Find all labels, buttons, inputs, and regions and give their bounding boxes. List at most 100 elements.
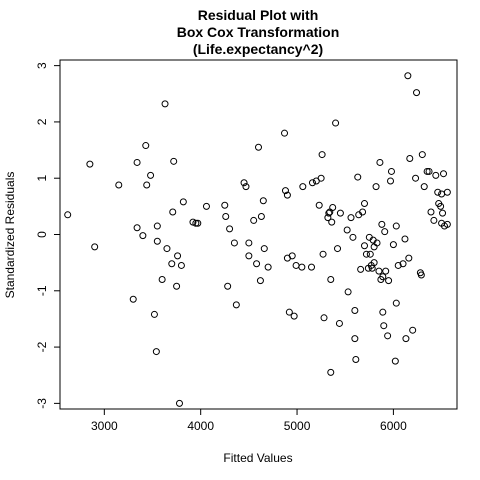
data-point [242, 183, 250, 191]
y-tick-label: -3 [35, 398, 49, 409]
data-point [250, 216, 258, 224]
data-point [343, 226, 351, 234]
data-point [382, 267, 390, 275]
data-point [332, 119, 340, 127]
data-point [409, 326, 417, 334]
data-point [308, 179, 316, 187]
data-point [143, 181, 151, 189]
data-point [384, 332, 392, 340]
data-point [391, 357, 399, 365]
data-point [434, 188, 442, 196]
data-point [240, 179, 248, 187]
x-tick-label: 4000 [187, 419, 214, 433]
data-point [430, 216, 438, 224]
data-point [351, 335, 359, 343]
data-point [281, 129, 289, 137]
data-point [327, 276, 335, 284]
data-point [169, 208, 177, 216]
data-point [362, 250, 370, 258]
data-point [288, 252, 296, 260]
data-point [115, 181, 123, 189]
data-point [328, 218, 336, 226]
data-point [194, 219, 202, 227]
data-point [317, 174, 325, 182]
data-point [245, 252, 253, 260]
data-point [405, 254, 413, 262]
data-point [378, 220, 386, 228]
data-point [147, 171, 155, 179]
data-point [315, 201, 323, 209]
data-point [173, 282, 181, 290]
data-point [420, 183, 428, 191]
data-point [256, 277, 264, 285]
data-point [319, 250, 327, 258]
data-point [360, 200, 368, 208]
data-point [264, 263, 272, 271]
data-point [359, 208, 367, 216]
data-point [380, 322, 388, 330]
data-point [307, 263, 315, 271]
data-point [334, 245, 342, 253]
data-point [292, 261, 300, 269]
data-point [387, 177, 395, 185]
data-point [177, 261, 185, 269]
data-point [150, 310, 158, 318]
plot-frame [59, 59, 458, 410]
data-point [375, 267, 383, 275]
data-point [379, 273, 387, 281]
data-point [352, 355, 360, 363]
data-point [329, 203, 337, 211]
data-point [86, 160, 94, 168]
data-point [139, 232, 147, 240]
data-point [354, 173, 362, 181]
data-point [399, 260, 407, 268]
data-points [64, 72, 451, 407]
data-point [245, 239, 253, 247]
chart-title-line-2: Box Cox Transformation [177, 24, 340, 40]
y-tick-label: -1 [35, 285, 49, 296]
data-point [290, 312, 298, 320]
y-axis-label: Standardized Residuals [3, 172, 17, 299]
data-point [418, 151, 426, 159]
data-point [158, 276, 166, 284]
data-point [133, 158, 141, 166]
data-point [325, 209, 333, 217]
data-point [389, 241, 397, 249]
data-point [347, 214, 355, 222]
data-point [392, 222, 400, 230]
data-point [179, 198, 187, 206]
data-point [192, 219, 200, 227]
data-point [336, 209, 344, 217]
data-point [285, 308, 293, 316]
data-point [438, 190, 446, 198]
data-point [417, 271, 425, 279]
data-point [281, 187, 289, 195]
data-point [351, 306, 359, 314]
y-tick-label: 3 [35, 62, 49, 69]
data-point [259, 197, 267, 205]
chart-title-line-3: (Life.expectancy^2) [193, 41, 323, 57]
data-point [152, 348, 160, 356]
data-point [153, 222, 161, 230]
data-point [387, 167, 395, 175]
data-point [406, 155, 414, 163]
data-point [440, 170, 448, 178]
data-point [404, 72, 412, 80]
data-point [335, 319, 343, 327]
data-point [221, 201, 229, 209]
data-point [443, 188, 451, 196]
data-point [260, 245, 268, 253]
data-point [327, 368, 335, 376]
data-point [372, 183, 380, 191]
data-point [226, 225, 234, 233]
x-tick-label: 6000 [380, 419, 407, 433]
data-point [163, 245, 171, 253]
x-tick-label: 3000 [91, 419, 118, 433]
data-point [412, 174, 420, 182]
data-point [437, 202, 445, 210]
data-point [318, 151, 326, 159]
data-point [298, 263, 306, 271]
data-point [413, 89, 421, 97]
data-point [255, 143, 262, 151]
